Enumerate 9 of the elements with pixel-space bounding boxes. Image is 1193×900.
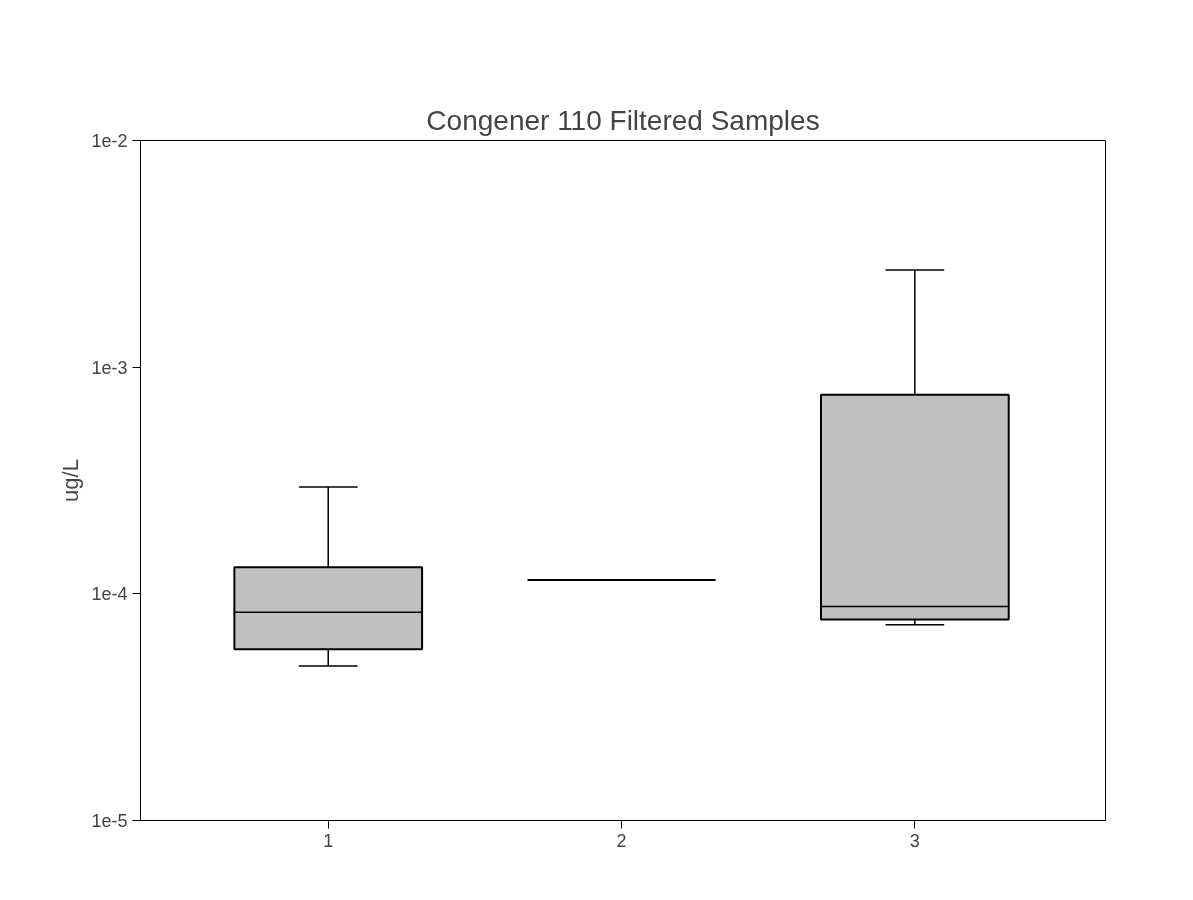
x-tick-label: 2 bbox=[616, 830, 627, 851]
y-tick-label: 1e-4 bbox=[91, 584, 128, 605]
x-tick-label: 3 bbox=[909, 830, 920, 851]
y-tick-label: 1e-2 bbox=[91, 131, 128, 151]
chart-title: Congener 110 Filtered Samples bbox=[426, 104, 820, 136]
y-tick-label: 1e-5 bbox=[91, 811, 128, 831]
y-tick-label: 1e-3 bbox=[91, 357, 128, 378]
x-tick-label: 1 bbox=[323, 830, 334, 851]
y-axis-title: ug/L bbox=[58, 459, 84, 502]
